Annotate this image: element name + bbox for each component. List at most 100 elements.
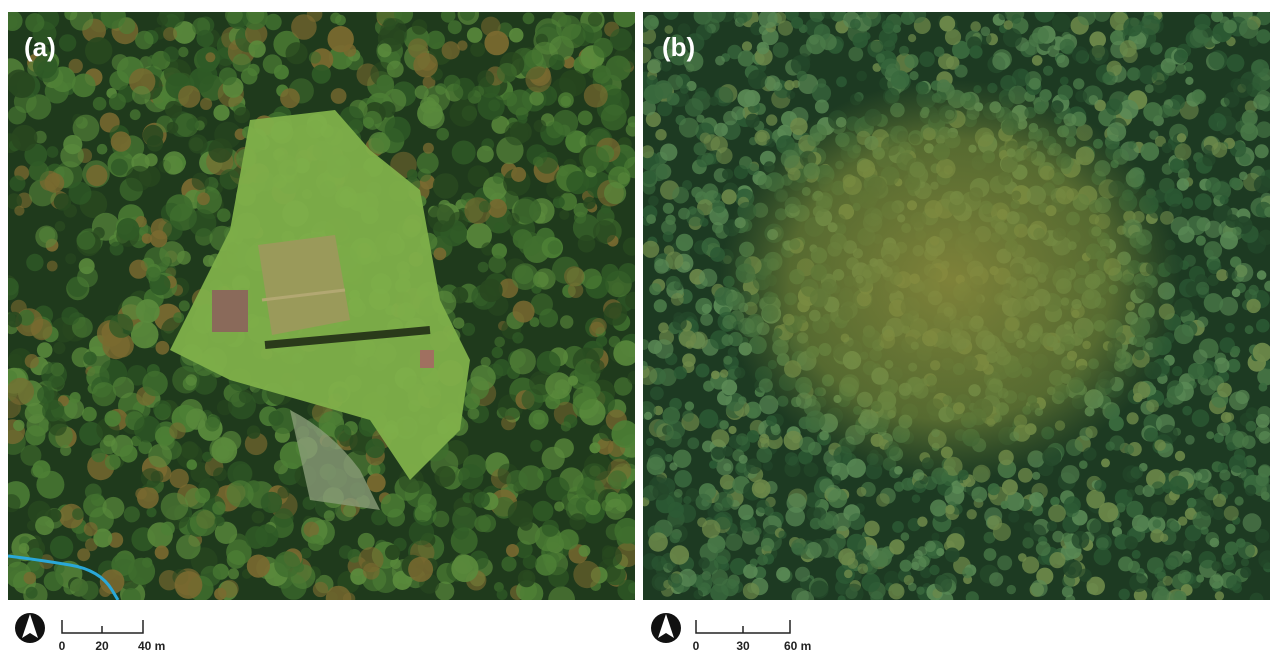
texture: [1197, 317, 1208, 328]
texture: [26, 254, 43, 271]
texture: [654, 299, 667, 312]
texture: [908, 34, 916, 42]
texture: [186, 118, 199, 131]
texture: [1235, 390, 1249, 404]
texture: [1259, 431, 1271, 444]
texture: [146, 507, 156, 517]
texture: [548, 586, 575, 613]
texture: [234, 107, 250, 123]
texture: [876, 53, 885, 62]
texture: [436, 128, 449, 141]
texture: [696, 494, 712, 510]
texture: [1127, 489, 1135, 497]
texture: [1072, 531, 1090, 549]
texture: [931, 533, 939, 541]
texture: [1225, 542, 1239, 556]
texture: [1022, 537, 1033, 548]
aerial-image-a: [0, 1, 645, 613]
texture: [213, 467, 227, 481]
texture: [228, 391, 256, 419]
texture: [1232, 583, 1242, 593]
texture: [418, 494, 437, 513]
texture: [426, 31, 445, 50]
texture: [646, 214, 656, 224]
texture: [1219, 470, 1230, 481]
texture: [955, 65, 968, 78]
texture: [1209, 575, 1223, 589]
texture: [274, 65, 289, 80]
texture: [451, 555, 478, 582]
texture: [746, 114, 760, 128]
texture: [170, 469, 189, 488]
texture: [1032, 55, 1043, 66]
texture: [1153, 80, 1166, 93]
page: (a) (b) 0 20 40 m 0 30 60 m (() => { con…: [0, 0, 1271, 652]
texture: [1241, 558, 1249, 566]
texture: [117, 218, 140, 241]
texture: [1226, 268, 1237, 279]
texture: [1232, 431, 1249, 448]
texture: [857, 487, 867, 497]
texture: [644, 412, 652, 420]
texture: [1243, 513, 1262, 532]
texture: [806, 34, 826, 54]
texture: [642, 170, 656, 184]
texture: [573, 561, 600, 588]
texture: [246, 6, 264, 24]
texture: [668, 573, 682, 587]
texture: [453, 524, 469, 540]
texture: [11, 125, 37, 151]
texture: [669, 462, 677, 470]
texture: [1004, 20, 1013, 29]
texture: [178, 85, 200, 107]
texture: [753, 527, 761, 535]
texture: [737, 13, 748, 24]
texture: [1152, 586, 1169, 603]
texture: [638, 366, 657, 385]
texture: [1060, 77, 1069, 86]
texture: [433, 511, 450, 528]
texture: [441, 8, 456, 23]
texture: [470, 365, 495, 390]
texture: [529, 91, 544, 106]
texture: [1235, 496, 1244, 505]
texture: [188, 134, 207, 153]
texture: [1240, 567, 1251, 578]
texture: [186, 408, 207, 429]
texture: [1212, 508, 1224, 520]
texture: [196, 30, 213, 47]
texture: [32, 460, 50, 478]
texture: [757, 555, 768, 566]
texture: [829, 534, 846, 551]
panel-label: (b): [662, 32, 695, 62]
texture: [1174, 143, 1191, 160]
texture: [186, 374, 198, 386]
texture: [542, 520, 559, 537]
texture: [554, 501, 564, 511]
texture: [695, 87, 707, 99]
texture: [583, 146, 610, 173]
texture: [334, 425, 351, 442]
texture: [696, 24, 712, 40]
texture: [712, 200, 725, 213]
texture: [1036, 541, 1051, 556]
texture: [428, 204, 456, 232]
texture: [699, 409, 718, 428]
texture: [766, 415, 777, 426]
texture: [559, 15, 571, 27]
texture: [365, 439, 385, 459]
scale-bar: [62, 620, 143, 633]
texture: [1101, 458, 1110, 467]
texture: [649, 283, 661, 295]
texture: [415, 85, 429, 99]
texture: [25, 354, 39, 368]
texture: [1089, 95, 1099, 105]
texture: [904, 54, 918, 68]
texture: [493, 359, 510, 376]
texture: [165, 101, 182, 118]
texture: [889, 539, 904, 554]
texture: [379, 101, 395, 117]
texture: [810, 518, 822, 530]
texture: [97, 144, 108, 155]
texture: [997, 555, 1012, 570]
